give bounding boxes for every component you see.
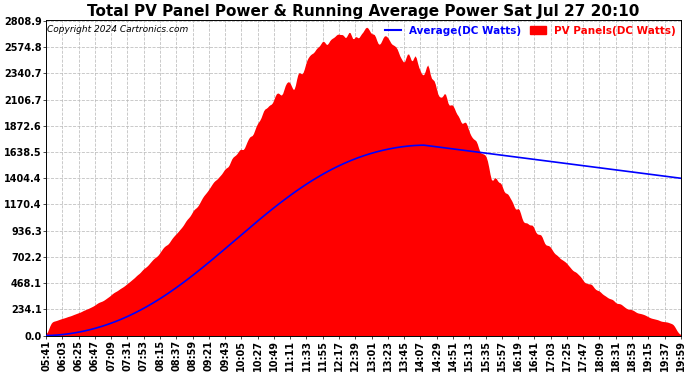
Text: Copyright 2024 Cartronics.com: Copyright 2024 Cartronics.com bbox=[48, 25, 188, 34]
Title: Total PV Panel Power & Running Average Power Sat Jul 27 20:10: Total PV Panel Power & Running Average P… bbox=[87, 4, 640, 19]
Legend: Average(DC Watts), PV Panels(DC Watts): Average(DC Watts), PV Panels(DC Watts) bbox=[382, 21, 680, 40]
